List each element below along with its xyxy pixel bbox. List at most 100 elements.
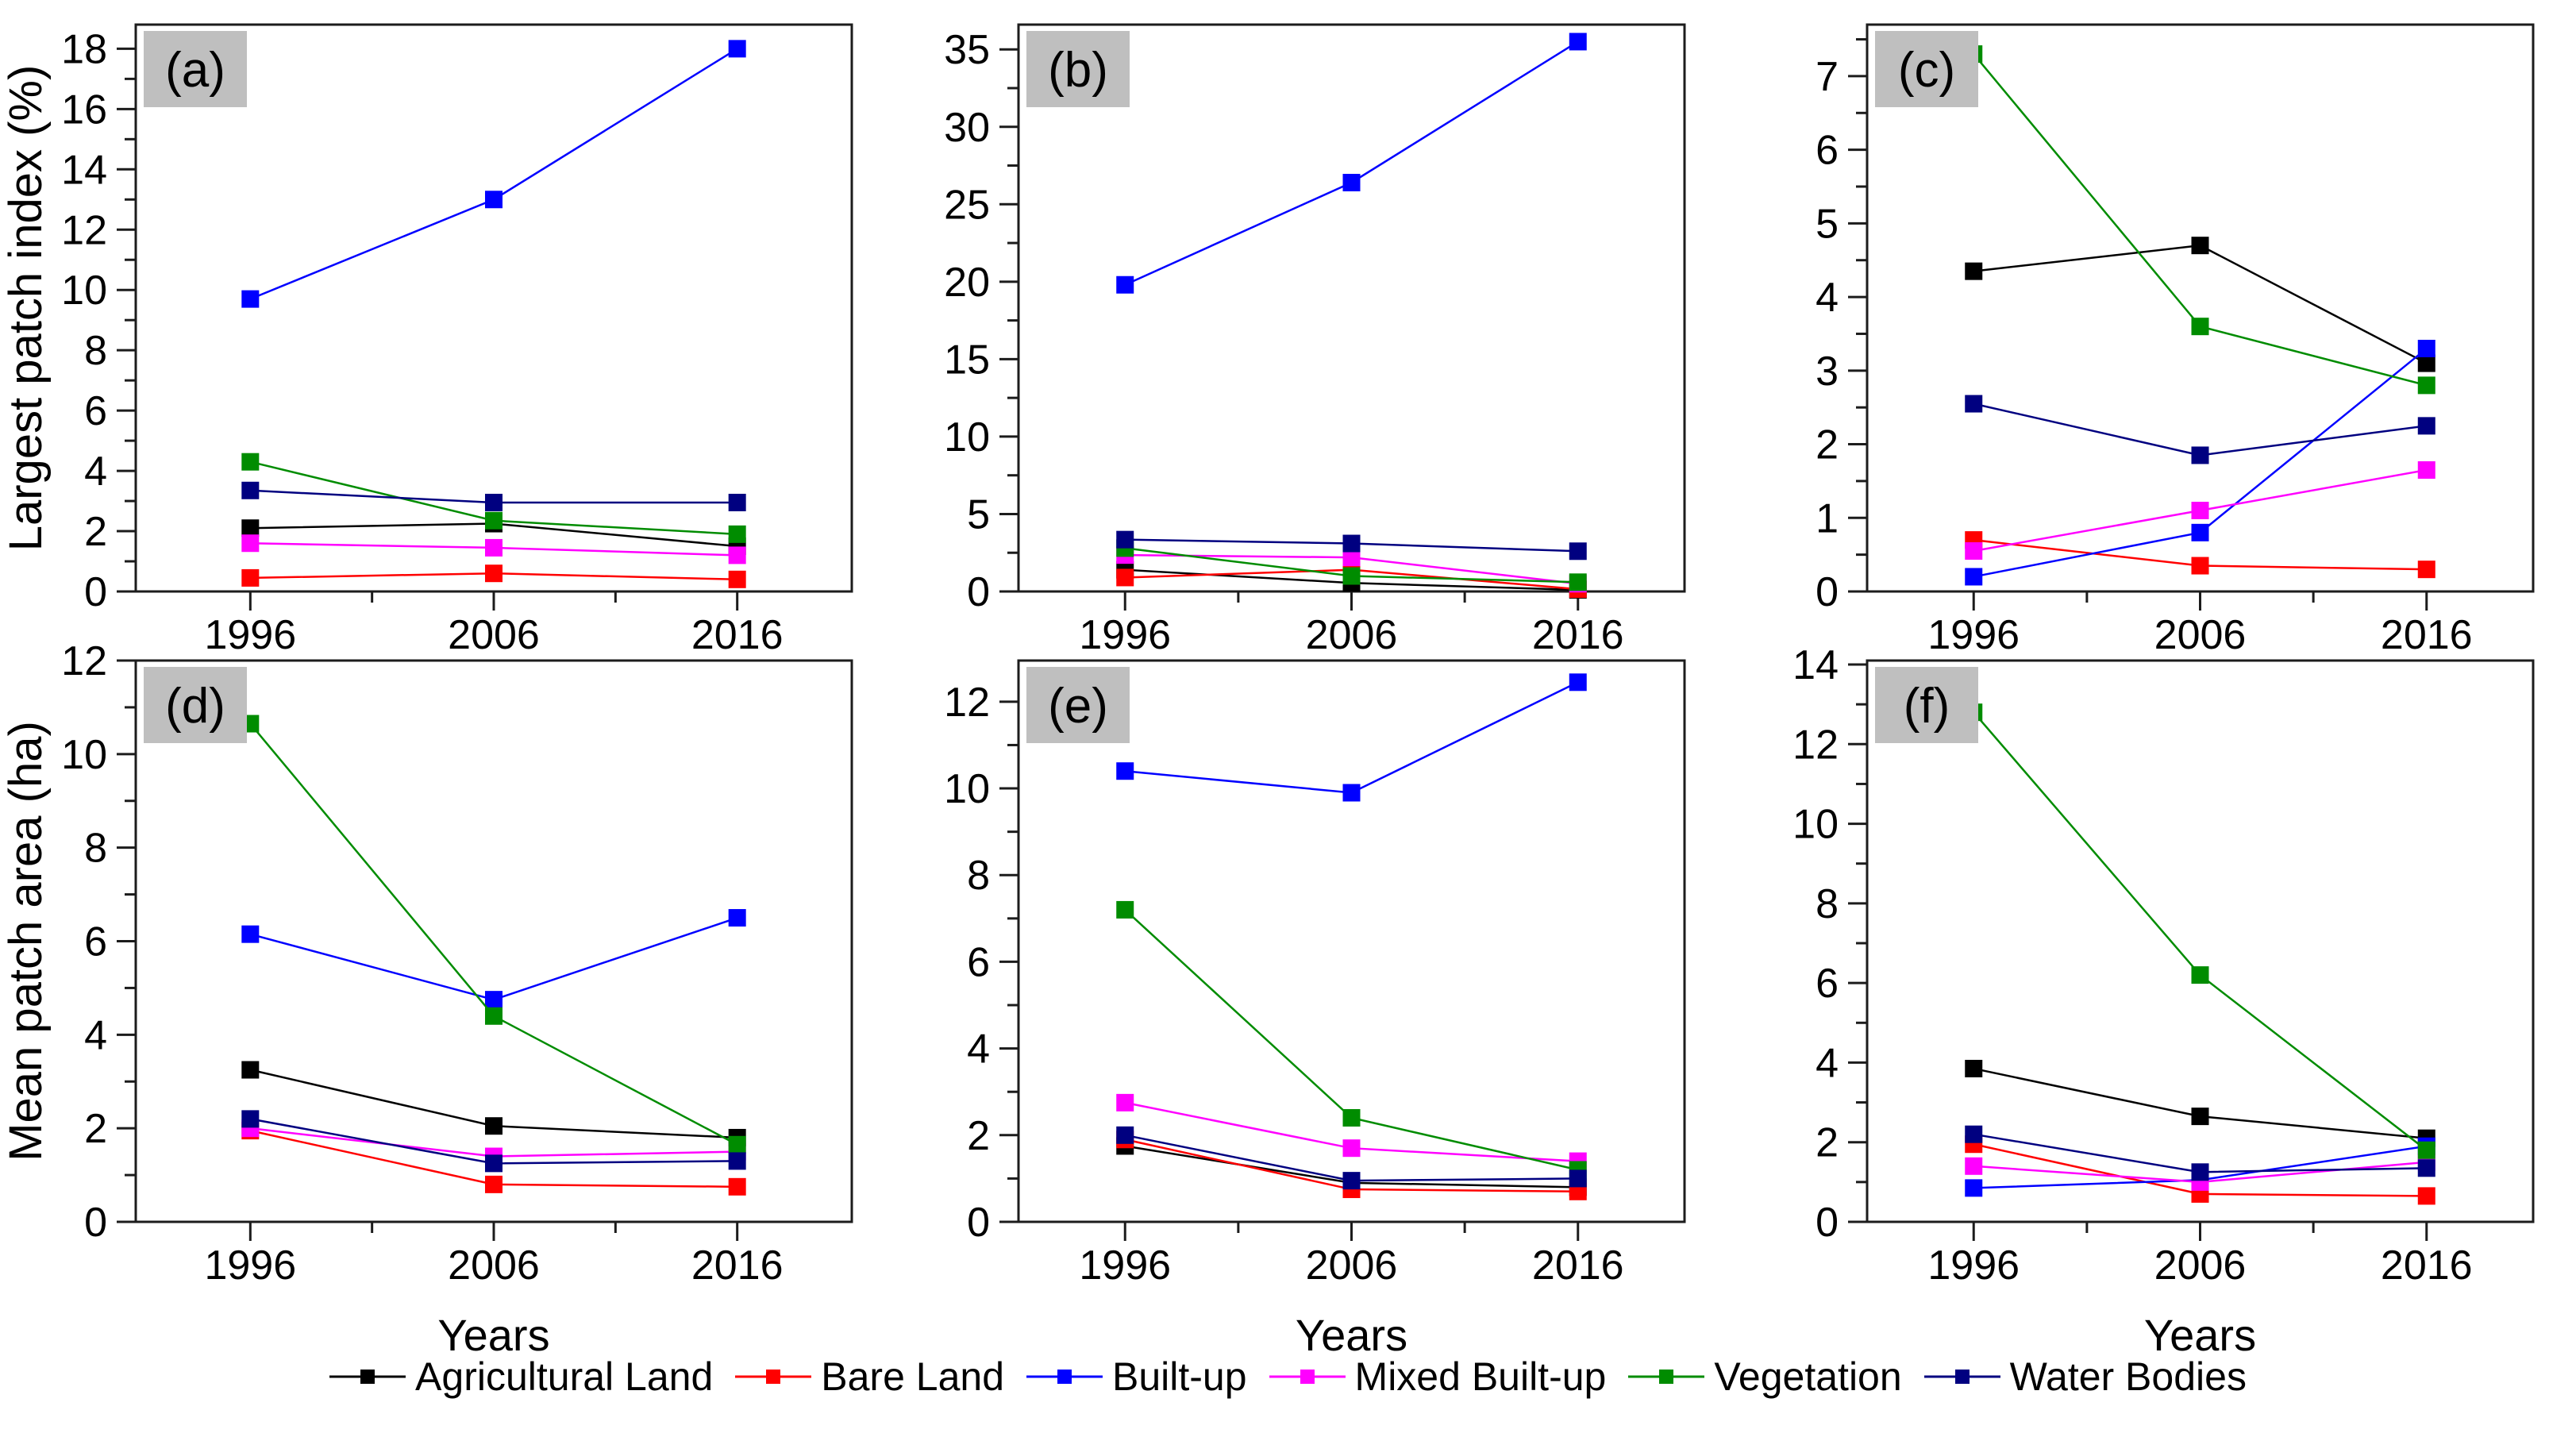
y-tick-label: 2 <box>84 509 107 555</box>
y-tick-label: 16 <box>61 87 107 133</box>
series-built-up-marker <box>1116 762 1134 780</box>
x-tick-label: 2006 <box>1306 612 1398 658</box>
legend-item-agricultural-land: Agricultural Land <box>329 1354 713 1400</box>
series-agricultural-land-marker <box>2191 237 2209 255</box>
legend-marker-vegetation-icon <box>1628 1370 1705 1384</box>
y-tick-label: 4 <box>967 1027 990 1073</box>
series-agricultural-land-marker <box>1965 1059 1983 1077</box>
series-mixed-built-up <box>1116 1093 1587 1170</box>
series-vegetation <box>1965 45 2435 395</box>
y-tick-label: 0 <box>967 1200 990 1246</box>
series-mixed-built-up <box>241 534 746 564</box>
series-bare-land-marker <box>2417 561 2435 579</box>
y-tick-label: 8 <box>84 826 107 872</box>
panel-label-text: (d) <box>165 679 225 734</box>
y-tick-label: 10 <box>61 268 107 314</box>
series-vegetation-line <box>1973 711 2428 1151</box>
x-axis-title-e: Years <box>1296 1310 1407 1360</box>
panel-b: 0 5 10 15 20 25 30 35 1996 2006 2016 (b) <box>944 23 1686 658</box>
panel-e-x-axis: 1996 2006 2016 <box>1079 1222 1624 1289</box>
y-tick-label: 8 <box>84 328 107 374</box>
x-axis-title-f: Years <box>2144 1310 2256 1360</box>
panel-f: 0 2 4 6 8 10 12 14 1996 2006 2016 (f) Years <box>1792 642 2535 1360</box>
series-agricultural-land-line <box>1973 244 2428 364</box>
y-tick-label: 12 <box>944 680 990 726</box>
y-tick-label: 0 <box>84 569 107 615</box>
panel-e-label: (e) <box>1026 667 1130 743</box>
y-tick-label: 2 <box>967 1113 990 1159</box>
legend-marker-mixed-built-up-icon <box>1269 1370 1346 1384</box>
panel-c-label: (c) <box>1875 31 1978 107</box>
series-vegetation-marker <box>241 453 260 471</box>
y-tick-label: 6 <box>84 919 107 965</box>
series-built-up-marker <box>1965 1179 1983 1197</box>
series-bare-land-marker <box>728 1177 746 1196</box>
series-built-up-marker <box>2417 340 2435 357</box>
panel-label-box <box>1026 667 1130 743</box>
series-water-bodies-marker <box>1569 1169 1587 1188</box>
legend-marker-built-up-icon <box>1026 1370 1103 1384</box>
series-built-up-line <box>249 916 738 1001</box>
series-agricultural-land-marker <box>241 1061 260 1079</box>
series-mixed-built-up-marker <box>728 546 746 564</box>
series-water-bodies <box>1116 530 1587 561</box>
series-mixed-built-up-marker <box>241 534 260 553</box>
panel-d-label: (d) <box>144 667 247 743</box>
y-tick-label: 10 <box>944 414 990 460</box>
y-tick-label: 25 <box>944 182 990 228</box>
series-mixed-built-up-marker <box>1116 1093 1134 1111</box>
x-tick-label: 2006 <box>448 612 540 658</box>
panel-label-text: (e) <box>1048 679 1108 734</box>
series-water-bodies <box>1116 1126 1587 1190</box>
series-bare-land-marker <box>241 568 260 587</box>
y-tick-label: 10 <box>944 766 990 812</box>
series-water-bodies-marker <box>728 1152 746 1170</box>
y-tick-label: 6 <box>1816 128 1839 174</box>
y-tick-label: 0 <box>84 1200 107 1246</box>
series-built-up-marker <box>1965 568 1983 586</box>
x-tick-label: 1996 <box>204 1242 296 1289</box>
series-bare-land-marker <box>2191 557 2209 575</box>
panel-d: 0 2 4 6 8 10 12 1996 2006 2016 (d) Mean patch area … <box>0 638 853 1360</box>
series-built-up-marker <box>241 925 260 943</box>
x-tick-label: 2006 <box>448 1242 540 1289</box>
x-tick-label: 2006 <box>1306 1242 1398 1289</box>
series-water-bodies-marker <box>2417 417 2435 435</box>
series-mixed-built-up-marker <box>485 538 502 557</box>
series-bare-land-marker <box>1116 568 1134 587</box>
legend-item-vegetation: Vegetation <box>1628 1354 1902 1400</box>
y-tick-label: 4 <box>1816 275 1839 321</box>
series-vegetation <box>1116 900 1587 1179</box>
series-vegetation-line <box>249 722 738 1146</box>
panel-b-label: (b) <box>1026 31 1130 107</box>
x-tick-label: 1996 <box>1927 612 2020 658</box>
series-vegetation-marker <box>1342 567 1361 585</box>
panel-label-text: (a) <box>165 43 225 98</box>
y-tick-label: 10 <box>1792 802 1839 848</box>
y-tick-label: 4 <box>84 1012 107 1058</box>
y-tick-label: 12 <box>1792 722 1839 768</box>
series-agricultural-land-marker <box>485 1117 502 1135</box>
series-vegetation-marker <box>2417 1141 2435 1159</box>
panel-e: 0 2 4 6 8 10 12 1996 2006 2016 (e) Years <box>944 659 1686 1360</box>
series-bare-land-marker <box>728 570 746 588</box>
y-tick-label: 10 <box>61 732 107 778</box>
series-bare-land <box>241 564 746 588</box>
series-mixed-built-up-marker <box>1342 549 1361 567</box>
series-built-up-line <box>249 48 738 300</box>
series-mixed-built-up-marker <box>1965 1157 1983 1175</box>
series-vegetation-marker <box>2191 966 2209 984</box>
panel-label-text: (b) <box>1048 43 1108 98</box>
legend-label-mixed-built-up: Mixed Built-up <box>1354 1354 1607 1399</box>
panel-c-x-axis: 1996 2006 2016 <box>1927 591 2473 658</box>
series-built-up-marker <box>2191 523 2209 541</box>
y-axis-title-a: Largest patch index (%) <box>0 65 52 552</box>
y-axis-title-d: Mean patch area (ha) <box>0 721 52 1162</box>
legend-item-mixed-built-up: Mixed Built-up <box>1269 1354 1607 1400</box>
panel-f-x-axis: 1996 2006 2016 <box>1927 1222 2473 1289</box>
y-tick-label: 0 <box>1816 1200 1839 1246</box>
x-tick-label: 1996 <box>1079 612 1171 658</box>
legend: Agricultural Land Bare Land Built-up Mixed … <box>0 1345 2576 1408</box>
panel-label-box <box>1026 31 1130 107</box>
